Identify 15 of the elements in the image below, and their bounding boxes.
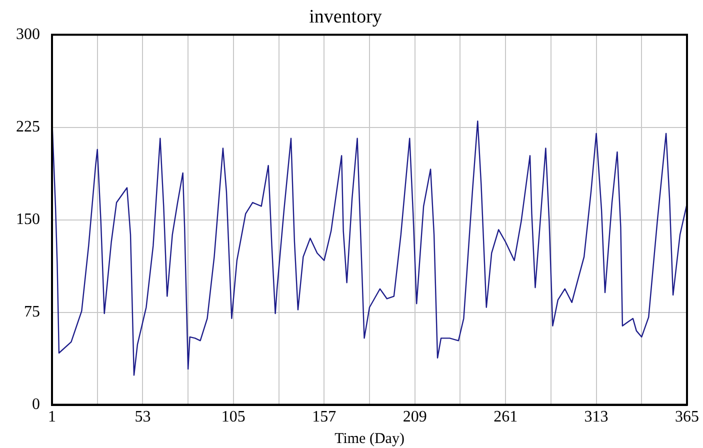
y-tick-label: 0 (32, 396, 40, 414)
chart-title: inventory (309, 6, 382, 28)
x-tick-label: 365 (675, 408, 699, 426)
x-tick-label: 313 (584, 408, 608, 426)
y-tick-label: 225 (16, 118, 40, 136)
y-tick-label: 150 (16, 211, 40, 228)
x-tick-label: 1 (48, 408, 56, 426)
x-tick-label: 53 (134, 408, 151, 426)
x-axis-title: Time (Day) (334, 430, 404, 447)
y-tick-label: 75 (24, 304, 40, 321)
x-tick-label: 209 (402, 408, 427, 426)
x-tick-label: 261 (494, 408, 518, 426)
y-tick-label: 300 (16, 26, 40, 44)
x-tick-label: 105 (221, 408, 246, 426)
x-tick-label: 157 (312, 408, 336, 426)
